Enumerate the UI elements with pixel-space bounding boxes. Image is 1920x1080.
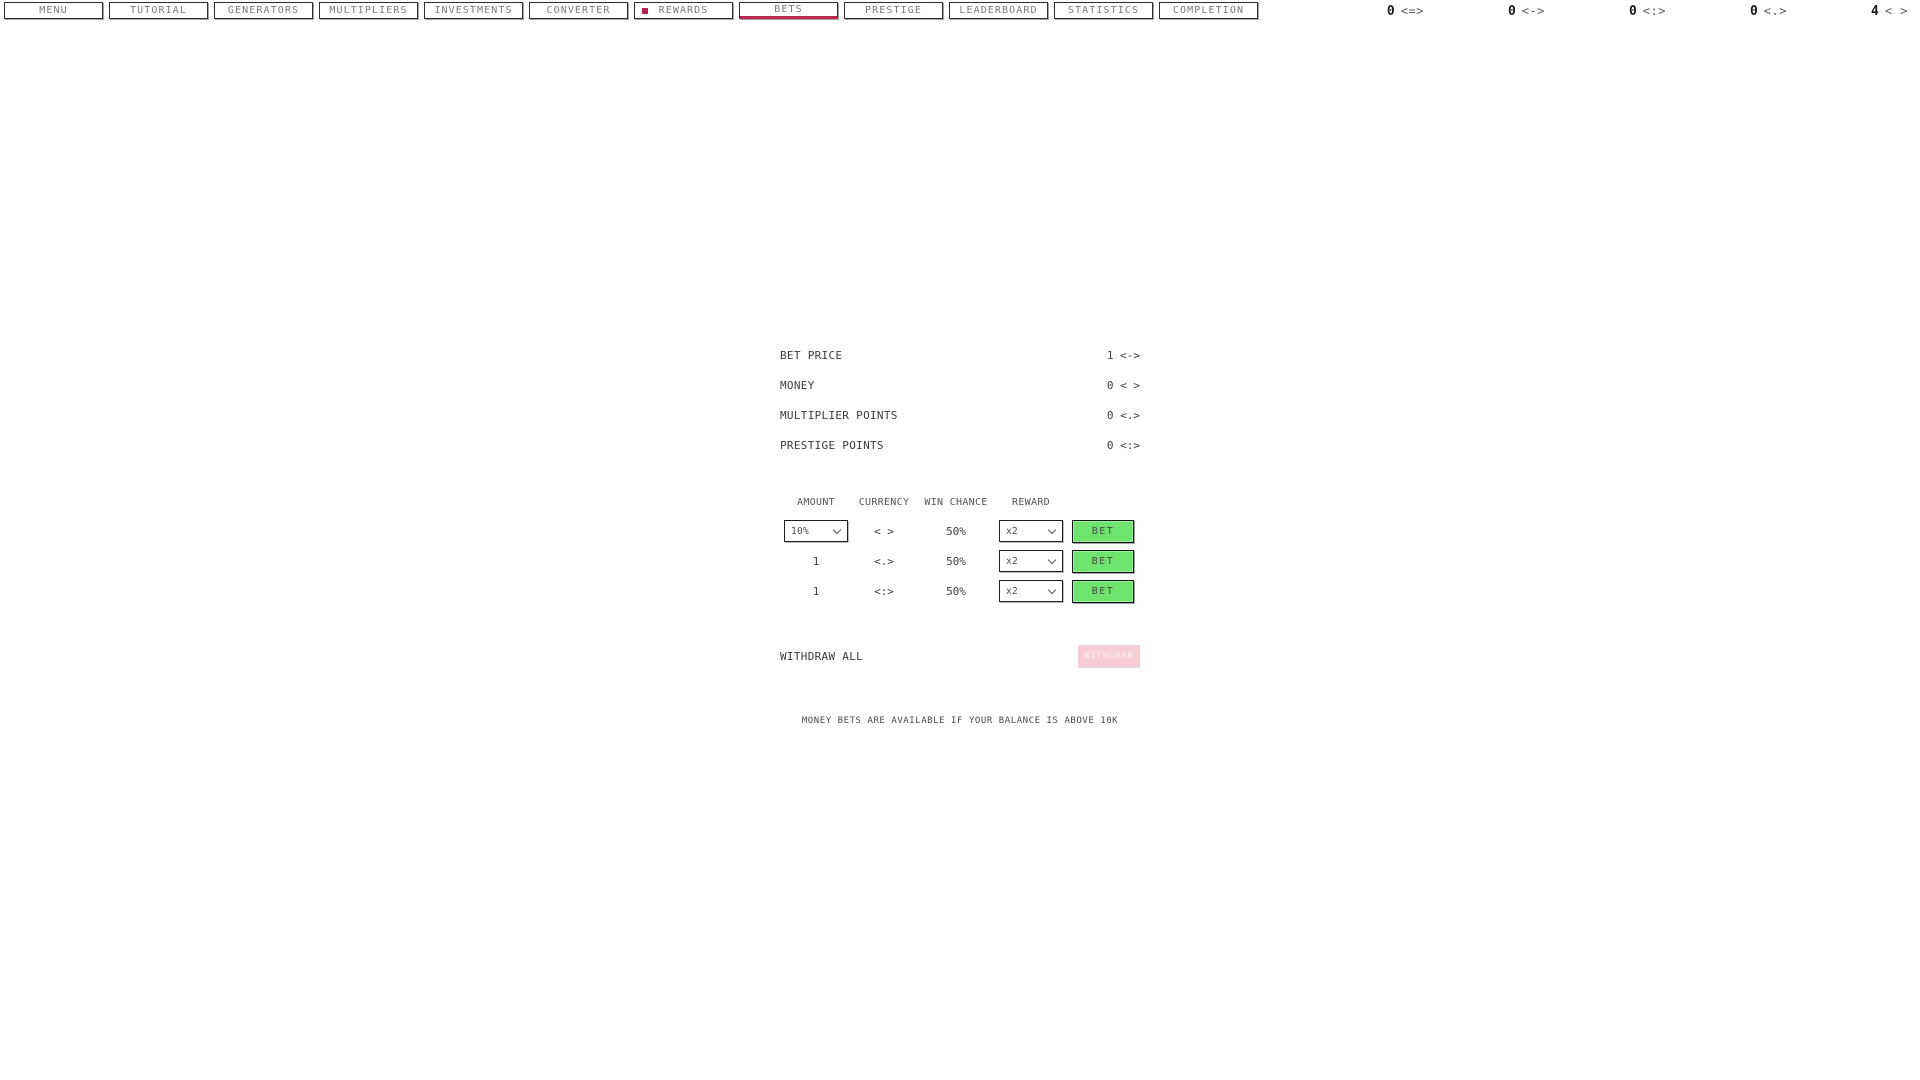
nav-tab-rewards[interactable]: REWARDS — [634, 2, 733, 19]
nav-tab-bets[interactable]: BETS — [739, 2, 838, 19]
dash-currency-icon: <-> — [1521, 4, 1545, 18]
reward-select-value: x2 — [1006, 555, 1019, 567]
counter-dash-currency: 0 <-> — [1508, 4, 1545, 19]
bet-button-multiplier-points[interactable]: BET — [1072, 549, 1134, 573]
chevron-down-icon — [832, 525, 842, 534]
equals-currency-icon: <=> — [1400, 4, 1424, 18]
nav-tab-menu[interactable]: MENU — [4, 2, 103, 19]
nav-tabs: MENU TUTORIAL GENERATORS MULTIPLIERS INV… — [4, 2, 1258, 19]
chevron-down-icon — [1047, 555, 1057, 564]
currency-cell: < > — [874, 524, 894, 538]
nav-tab-label: MULTIPLIERS — [329, 5, 408, 16]
nav-tab-label: LEADERBOARD — [959, 5, 1038, 16]
win-chance-cell: 50% — [946, 584, 966, 598]
nav-tab-prestige[interactable]: PRESTIGE — [844, 2, 943, 19]
counter-value: 0 — [1386, 3, 1395, 19]
reward-select[interactable]: x2 — [999, 520, 1063, 542]
stat-value: 1 <-> — [1106, 348, 1140, 362]
nav-tab-leaderboard[interactable]: LEADERBOARD — [949, 2, 1048, 19]
nav-tab-tutorial[interactable]: TUTORIAL — [109, 2, 208, 19]
stat-row-bet-price: BET PRICE 1 <-> — [780, 340, 1140, 370]
nav-tab-label: CONVERTER — [546, 5, 611, 16]
withdraw-all-button[interactable]: WITHDRAW — [1078, 645, 1140, 667]
notification-dot-icon — [642, 8, 648, 14]
stat-label: PRESTIGE POINTS — [780, 438, 884, 452]
bets-panel: BET PRICE 1 <-> MONEY 0 < > MULTIPLIER P… — [780, 340, 1140, 726]
stat-label: MULTIPLIER POINTS — [780, 408, 898, 422]
reward-select[interactable]: x2 — [999, 550, 1063, 572]
nav-tab-investments[interactable]: INVESTMENTS — [424, 2, 523, 19]
bet-button-money[interactable]: BET — [1072, 519, 1134, 543]
nav-tab-label: MENU — [39, 5, 68, 16]
nav-tab-label: COMPLETION — [1172, 5, 1245, 16]
amount-cell: 1 — [812, 584, 820, 598]
currency-cell: <.> — [874, 554, 894, 568]
amount-select-value: 10% — [791, 525, 810, 537]
stat-label: BET PRICE — [780, 348, 843, 362]
nav-tab-label: INVESTMENTS — [434, 5, 513, 16]
nav-tab-label: TUTORIAL — [130, 5, 187, 16]
win-chance-cell: 50% — [946, 524, 966, 538]
stat-row-money: MONEY 0 < > — [780, 370, 1140, 400]
currency-cell: <:> — [874, 584, 894, 598]
withdraw-all-row: WITHDRAW ALL WITHDRAW — [780, 644, 1140, 668]
stat-label: MONEY — [780, 378, 815, 392]
dot-currency-icon: <.> — [1763, 4, 1787, 18]
counter-equals-currency: 0 <=> — [1387, 4, 1424, 19]
nav-tab-label: PRESTIGE — [865, 5, 922, 16]
nav-tab-label: GENERATORS — [227, 5, 300, 16]
stat-value: 0 <.> — [1106, 408, 1140, 422]
counter-value: 0 — [1628, 3, 1637, 19]
counter-blank-currency: 4 < > — [1871, 4, 1908, 19]
stat-row-multiplier-points: MULTIPLIER POINTS 0 <.> — [780, 400, 1140, 430]
bets-table: AMOUNT CURRENCY WIN CHANCE REWARD 10% < … — [780, 494, 1140, 606]
currency-counters: 0 <=> 0 <-> 0 <:> 0 <.> 4 < > — [1387, 2, 1908, 20]
counter-dot-currency: 0 <.> — [1750, 4, 1787, 19]
nav-tab-multipliers[interactable]: MULTIPLIERS — [319, 2, 418, 19]
win-chance-cell: 50% — [946, 554, 966, 568]
nav-tab-label: BETS — [774, 4, 803, 15]
reward-select[interactable]: x2 — [999, 580, 1063, 602]
header-win-chance: WIN CHANCE — [924, 496, 988, 508]
header-currency: CURRENCY — [858, 496, 910, 508]
reward-select-value: x2 — [1006, 525, 1019, 537]
header-amount: AMOUNT — [797, 496, 835, 508]
nav-tab-converter[interactable]: CONVERTER — [529, 2, 628, 19]
counter-colon-currency: 0 <:> — [1629, 4, 1666, 19]
stat-value: 0 < > — [1106, 378, 1140, 392]
bet-button-prestige-points[interactable]: BET — [1072, 579, 1134, 603]
counter-value: 4 — [1870, 3, 1879, 19]
bets-table-header: AMOUNT CURRENCY WIN CHANCE REWARD — [780, 494, 1140, 510]
stat-row-prestige-points: PRESTIGE POINTS 0 <:> — [780, 430, 1140, 460]
nav-tab-generators[interactable]: GENERATORS — [214, 2, 313, 19]
counter-value: 0 — [1507, 3, 1516, 19]
header-reward: REWARD — [1012, 496, 1050, 508]
amount-select[interactable]: 10% — [784, 520, 848, 542]
nav-tab-completion[interactable]: COMPLETION — [1159, 2, 1258, 19]
footer-note: MONEY BETS ARE AVAILABLE IF YOUR BALANCE… — [801, 716, 1119, 726]
chevron-down-icon — [1047, 585, 1057, 594]
balance-stats: BET PRICE 1 <-> MONEY 0 < > MULTIPLIER P… — [780, 340, 1140, 460]
nav-tab-statistics[interactable]: STATISTICS — [1054, 2, 1153, 19]
amount-cell: 1 — [812, 554, 820, 568]
stat-value: 0 <:> — [1106, 438, 1140, 452]
colon-currency-icon: <:> — [1642, 4, 1666, 18]
chevron-down-icon — [1047, 525, 1057, 534]
bet-row-money: 10% < > 50% x2 BET — [780, 516, 1140, 546]
top-bar: MENU TUTORIAL GENERATORS MULTIPLIERS INV… — [0, 0, 1920, 24]
counter-value: 0 — [1749, 3, 1758, 19]
bet-row-multiplier-points: 1 <.> 50% x2 BET — [780, 546, 1140, 576]
blank-currency-icon: < > — [1884, 4, 1908, 18]
withdraw-all-label: WITHDRAW ALL — [780, 649, 864, 663]
nav-tab-label: REWARDS — [658, 5, 709, 16]
reward-select-value: x2 — [1006, 585, 1019, 597]
nav-tab-label: STATISTICS — [1067, 5, 1140, 16]
bet-row-prestige-points: 1 <:> 50% x2 BET — [780, 576, 1140, 606]
